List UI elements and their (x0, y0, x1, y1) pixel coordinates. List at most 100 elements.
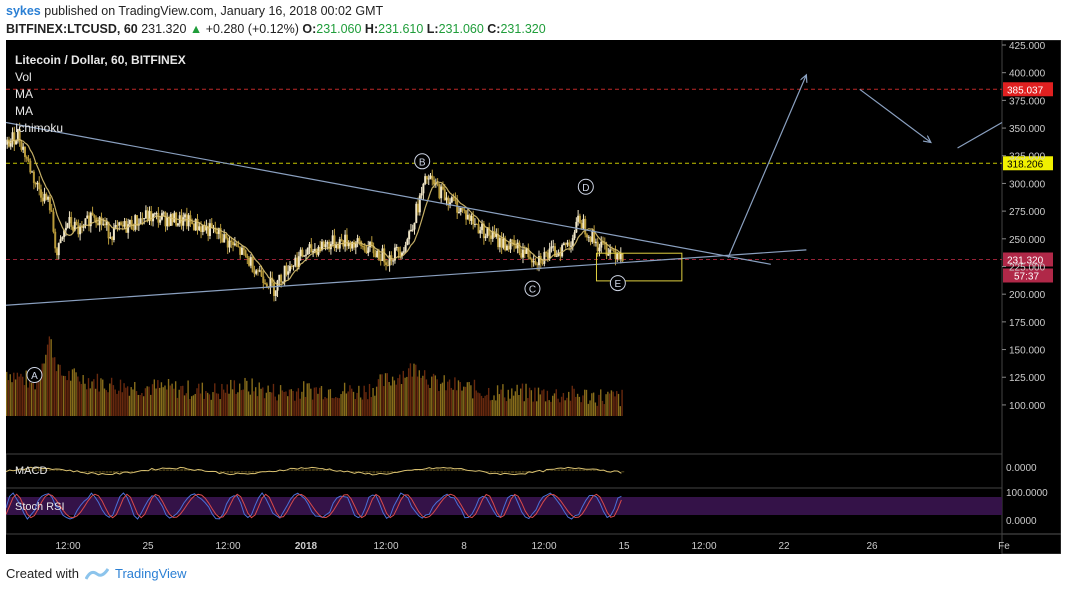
volume-bar (217, 393, 220, 416)
projection-arrow-2[interactable] (859, 88, 931, 142)
candle-body (262, 276, 265, 284)
volume-bar (169, 385, 172, 416)
macd-zero-tick: 0.0000 (1006, 463, 1037, 474)
macd-histogram-bar (454, 469, 458, 471)
candle-body (48, 197, 51, 211)
volume-bar (343, 382, 346, 416)
volume-bar (327, 389, 330, 416)
volume-bar (260, 388, 262, 416)
volume-bar (416, 376, 419, 416)
volume-bar (363, 385, 365, 416)
macd-histogram-bar (102, 471, 105, 473)
x-tick-label: 12:00 (55, 541, 80, 552)
wave-marker-B[interactable] (414, 153, 431, 170)
trendline-1[interactable] (6, 121, 771, 265)
candle-body (194, 219, 197, 231)
candle-body (603, 242, 606, 245)
volume-bar (621, 389, 623, 416)
volume-bar (112, 385, 115, 416)
level-label-support: 318.206 (1007, 159, 1044, 170)
volume-bar (142, 396, 145, 416)
macd-histogram-bar (105, 471, 109, 473)
wave-marker-D[interactable] (577, 178, 594, 195)
volume-bar (495, 400, 497, 416)
volume-bar (57, 364, 59, 416)
volume-bar (434, 375, 437, 416)
candle-body (43, 193, 46, 202)
legend-ichimoku[interactable]: Ichimoku (15, 121, 63, 135)
volume-bar (564, 400, 566, 416)
trendline-2[interactable] (6, 249, 807, 306)
volume-bar (162, 387, 164, 416)
volume-bar (55, 371, 58, 416)
macd-histogram-bar (301, 469, 305, 471)
projection-arrow-1[interactable] (727, 75, 806, 258)
volume-bar (420, 377, 422, 416)
candle-body (255, 270, 258, 274)
volume-bar (525, 383, 527, 416)
candle-body (465, 210, 468, 220)
candle-body (513, 240, 516, 246)
volume-bar (484, 395, 486, 416)
wave-marker-C[interactable] (524, 280, 541, 297)
price-chart[interactable]: 385.037 318.206 231.320 57:37 A B C D E 425.000… (6, 40, 1061, 554)
candle-body (249, 257, 252, 266)
volume-bar (107, 392, 109, 416)
candle-body (50, 210, 53, 212)
volume-bar (235, 393, 237, 416)
volume-bar (164, 385, 166, 416)
candle-body (39, 189, 42, 198)
candle-body (281, 281, 284, 283)
macd-histogram-bar (386, 471, 390, 473)
volume-bar (87, 378, 90, 416)
candle-body (239, 246, 242, 255)
candle-body (363, 246, 366, 251)
author-name[interactable]: sykes (6, 4, 41, 18)
stoch-d-line (6, 493, 622, 519)
legend-ma-1[interactable]: MA (15, 87, 33, 101)
volume-bar (94, 388, 97, 416)
candle-body (303, 255, 306, 257)
price-axis (1001, 40, 1061, 554)
volume-bar (180, 386, 182, 416)
candle-body (561, 245, 564, 257)
volume-bar (265, 392, 268, 416)
legend-vol[interactable]: Vol (15, 70, 32, 84)
volume-bar (214, 383, 216, 416)
macd-histogram-bar (158, 469, 162, 471)
wave-marker-E[interactable] (609, 275, 626, 292)
candle-body (372, 246, 375, 254)
macd-histogram-bar (258, 471, 262, 472)
macd-histogram-bar (112, 471, 116, 474)
candle-body (153, 213, 156, 215)
candle-body (600, 241, 603, 248)
candle-body (285, 265, 288, 275)
volume-bar (32, 378, 35, 416)
macd-histogram-bar (94, 471, 98, 473)
candle-body (248, 257, 251, 266)
legend-ma-2[interactable]: MA (15, 104, 33, 118)
candle-body (358, 238, 361, 242)
candle-body (112, 227, 115, 240)
candle-body (344, 234, 347, 247)
candle-body (466, 214, 469, 220)
candle-body (251, 257, 254, 273)
volume-bar (585, 389, 588, 416)
volume-bar (237, 392, 239, 416)
macd-histogram-bar (450, 469, 454, 471)
macd-histogram-bar (375, 471, 379, 474)
candle-body (219, 228, 222, 239)
macd-histogram-bar (514, 471, 518, 474)
tradingview-logo-icon[interactable] (84, 567, 109, 581)
wave-marker-A[interactable] (26, 367, 43, 384)
target-box[interactable] (595, 252, 683, 282)
projection-arrow-3[interactable] (957, 122, 1003, 149)
macd-histogram-bar (319, 469, 322, 471)
candle-body (104, 223, 107, 226)
candle-body (486, 227, 489, 237)
candle-body (578, 215, 581, 224)
volume-bar (422, 375, 424, 416)
tradingview-brand[interactable]: TradingView (114, 566, 187, 581)
volume-bar (39, 373, 42, 416)
candle-body (420, 193, 423, 196)
